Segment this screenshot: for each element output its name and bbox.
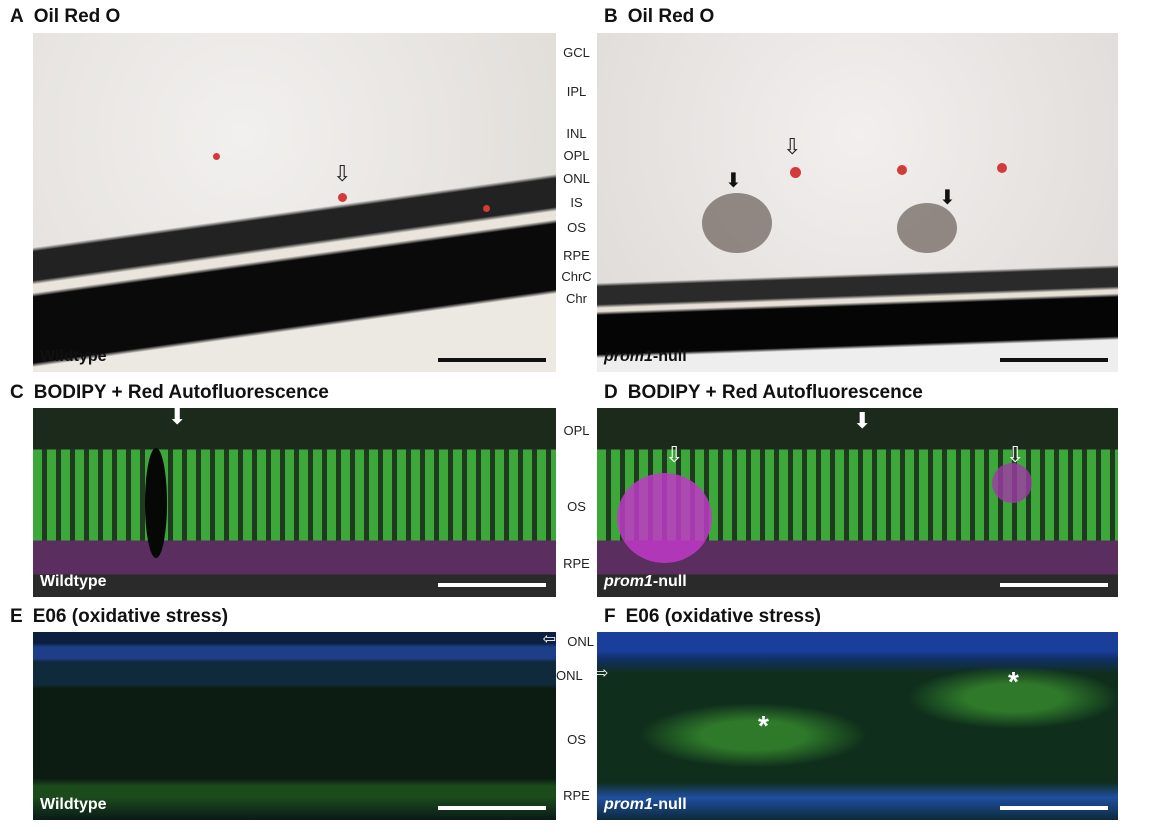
open-arrow-icon: ⇩ <box>1006 442 1025 467</box>
panel-c-image: ⬇ Wildtype <box>33 408 556 597</box>
open-arrow-icon: ⇩ <box>333 161 352 186</box>
scale-bar <box>438 583 546 587</box>
layer-label: ONL <box>567 634 594 649</box>
filled-arrow-icon: ⬇ <box>939 187 956 209</box>
layer-label: Chr <box>566 291 587 306</box>
panel-e-image: ⇦ Wildtype <box>33 632 556 820</box>
scale-bar <box>1000 806 1108 810</box>
filled-arrow-icon: ⬇ <box>725 170 742 192</box>
asterisk-marker: * <box>758 710 769 741</box>
layer-label: OPL <box>563 148 590 163</box>
scale-bar <box>1000 583 1108 587</box>
genotype-label: prom1-null <box>604 573 687 590</box>
genotype-label: prom1-null <box>604 796 687 813</box>
layer-label: OPL <box>563 423 590 438</box>
autofluorescent-deposit <box>992 463 1032 503</box>
scale-bar <box>438 806 546 810</box>
panel-f-title: F E06 (oxidative stress) <box>604 606 821 627</box>
panel-b-image: ⇩ ⬇ ⬇ prom1-null <box>597 33 1118 372</box>
right-arrow-icon: ⇨ <box>597 665 609 682</box>
asterisk-marker: * <box>1008 666 1019 697</box>
layer-label: RPE <box>563 556 590 571</box>
layer-label: IS <box>570 195 583 210</box>
panel-d-image: ⇩ ⬇ ⇩ prom1-null <box>597 408 1118 597</box>
layer-label: IPL <box>566 84 587 99</box>
lipid-droplet <box>483 205 490 212</box>
layer-label: OS <box>567 220 586 235</box>
deposit <box>702 193 772 253</box>
lipid-droplet <box>897 165 907 175</box>
filled-arrow-icon: ⬇ <box>853 408 872 433</box>
autofluorescent-deposit <box>617 473 712 563</box>
layer-label: OS <box>567 499 586 514</box>
genotype-label: Wildtype <box>40 573 107 590</box>
panel-f-image: ⇨ * * prom1-null <box>597 632 1118 820</box>
dark-gap <box>145 448 167 558</box>
panel-c-title: C BODIPY + Red Autofluorescence <box>10 382 329 403</box>
lipid-droplet <box>790 167 801 178</box>
lipid-droplet <box>997 163 1007 173</box>
open-arrow-icon: ⇩ <box>665 442 684 467</box>
lipid-droplet <box>338 193 347 202</box>
layer-label: ChrC <box>561 269 592 284</box>
lipid-droplet <box>213 153 220 160</box>
panel-a-image: ⇩ Wildtype <box>33 33 556 372</box>
scale-bar <box>438 358 546 362</box>
layer-label: RPE <box>563 248 590 263</box>
panel-b-title: B Oil Red O <box>604 6 715 27</box>
deposit <box>897 203 957 253</box>
genotype-label: prom1-null <box>604 348 687 365</box>
layer-label: RPE <box>563 788 590 803</box>
open-arrow-icon: ⇩ <box>783 134 802 159</box>
panel-a-title: A Oil Red O <box>10 6 121 27</box>
genotype-label: Wildtype <box>40 348 107 365</box>
panel-e-title: E E06 (oxidative stress) <box>10 606 229 627</box>
layer-label: ONL <box>556 668 583 683</box>
layer-label: INL <box>566 126 587 141</box>
panel-d-title: D BODIPY + Red Autofluorescence <box>604 382 923 403</box>
left-arrow-icon: ⇦ <box>542 632 556 648</box>
scale-bar <box>1000 358 1108 362</box>
layer-label: OS <box>567 732 586 747</box>
layer-label: ONL <box>563 171 590 186</box>
filled-arrow-icon: ⬇ <box>168 408 187 429</box>
layer-label: GCL <box>563 45 590 60</box>
genotype-label: Wildtype <box>40 796 107 813</box>
